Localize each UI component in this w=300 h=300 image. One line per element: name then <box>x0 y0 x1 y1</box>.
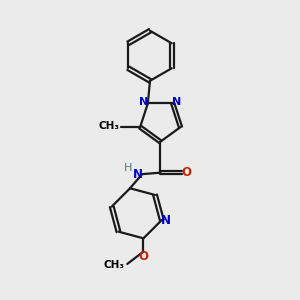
Text: O: O <box>182 166 192 178</box>
Text: CH₃: CH₃ <box>104 260 125 269</box>
Text: N: N <box>172 97 181 107</box>
Text: H: H <box>124 163 132 173</box>
Text: N: N <box>161 214 171 227</box>
Text: N: N <box>140 97 148 107</box>
Text: O: O <box>139 250 148 263</box>
Text: CH₃: CH₃ <box>98 121 119 131</box>
Text: N: N <box>133 168 143 181</box>
